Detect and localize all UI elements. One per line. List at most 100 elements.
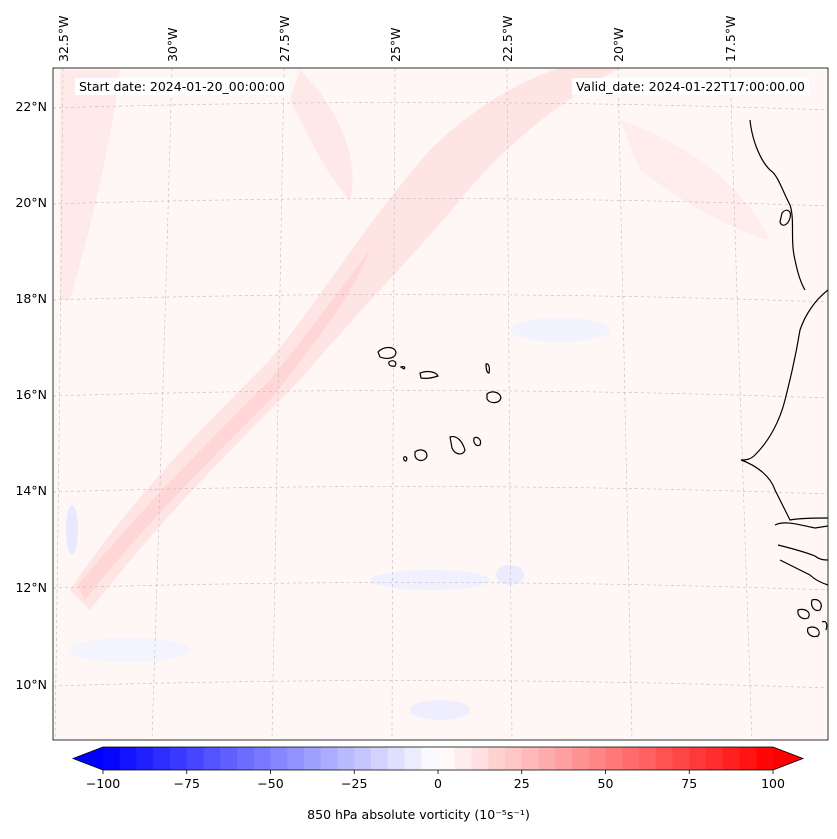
vorticity-patch-east xyxy=(620,120,770,240)
island-brava xyxy=(403,456,408,462)
lat-label-20n: 20°N xyxy=(15,195,47,210)
vorticity-patch-north xyxy=(290,70,353,200)
island-santiago xyxy=(449,435,466,455)
valid-date-label: Valid_date: 2024-01-22T17:00:00.00 xyxy=(571,78,809,95)
longitude-labels: 32.5°W 30°W 27.5°W 25°W 22.5°W 20°W 17.5… xyxy=(56,16,738,62)
meridian-30w xyxy=(151,68,173,740)
meridian-17-5w xyxy=(729,68,753,740)
island-boa-vista xyxy=(486,391,502,404)
colorbar-segment xyxy=(521,747,539,770)
bijagos-island-4 xyxy=(821,620,828,631)
colorbar-segment xyxy=(304,747,322,770)
colorbar-segment xyxy=(672,747,690,770)
colorbar xyxy=(71,746,805,771)
vorticity-band-outer xyxy=(70,68,620,610)
parallel-16n xyxy=(53,390,828,399)
cape-verde-islands xyxy=(377,346,502,462)
colorbar-extend-max xyxy=(773,747,803,770)
colorbar-segment xyxy=(739,747,757,770)
negative-patch-5 xyxy=(70,638,190,662)
negative-patch-1 xyxy=(510,318,610,342)
colorbar-segment xyxy=(588,747,606,770)
meridian-20w xyxy=(617,68,633,740)
parallel-10n xyxy=(53,680,828,689)
banc-arguin-islands xyxy=(779,209,791,226)
colorbar-tick-label: 50 xyxy=(598,776,614,791)
parallel-14n xyxy=(53,486,828,495)
colorbar-segment xyxy=(354,747,372,770)
island-maio xyxy=(473,436,482,447)
lat-label-14n: 14°N xyxy=(15,483,47,498)
lat-label-12n: 12°N xyxy=(15,580,47,595)
negative-patch-3 xyxy=(496,565,524,585)
parallel-20n xyxy=(53,198,828,207)
negative-patch-2 xyxy=(370,570,490,590)
colorbar-tick-label: 75 xyxy=(681,776,697,791)
parallel-22n xyxy=(53,102,828,111)
mauritania-coast xyxy=(749,119,806,291)
colorbar-segment xyxy=(404,747,422,770)
island-sao-nicolau xyxy=(419,370,439,379)
lon-label-30w: 30°W xyxy=(165,27,180,62)
colorbar-segment xyxy=(220,747,238,770)
colorbar-segment xyxy=(237,747,255,770)
colorbar-segment xyxy=(488,747,506,770)
colorbar-tick-label: −100 xyxy=(86,776,120,791)
lat-label-18n: 18°N xyxy=(15,291,47,306)
colorbar-tick-label: 25 xyxy=(514,776,530,791)
colorbar-segment xyxy=(655,747,673,770)
colorbar-segment xyxy=(203,747,221,770)
island-santo-antao xyxy=(377,346,397,359)
colorbar-segment xyxy=(170,747,188,770)
graticule xyxy=(53,68,828,740)
map-frame xyxy=(52,67,829,741)
colorbar-segment xyxy=(119,747,137,770)
colorbar-segment xyxy=(153,747,171,770)
colorbar-ticks: −100 −75 −50 −25 0 25 50 75 100 xyxy=(86,770,785,791)
parallel-18n xyxy=(53,294,828,303)
meridian-25w xyxy=(391,68,396,740)
vorticity-band-inner xyxy=(78,250,370,600)
lon-label-17-5w: 17.5°W xyxy=(723,16,738,62)
meridian-27-5w xyxy=(271,68,285,740)
vorticity-field xyxy=(53,68,828,740)
colorbar-segment xyxy=(722,747,740,770)
meridian-22-5w xyxy=(506,68,513,740)
lon-label-27-5w: 27.5°W xyxy=(277,16,292,62)
colorbar-segment xyxy=(371,747,389,770)
bijagos-island-3 xyxy=(807,626,820,638)
colorbar-segment xyxy=(320,747,338,770)
start-date-label: Start date: 2024-01-20_00:00:00 xyxy=(75,78,289,95)
island-santa-luzia xyxy=(399,366,406,370)
colorbar-tick-label: −50 xyxy=(257,776,283,791)
lon-label-32-5w: 32.5°W xyxy=(56,16,71,62)
meridian-32-5w xyxy=(54,68,64,740)
colorbar-tick-label: 0 xyxy=(434,776,442,791)
colorbar-tick-label: 100 xyxy=(761,776,785,791)
lon-label-20w: 20°W xyxy=(611,27,626,62)
guinea-bissau-coast xyxy=(777,544,828,561)
colorbar-segment xyxy=(622,747,640,770)
lon-label-22-5w: 22.5°W xyxy=(500,16,515,62)
colorbar-segment xyxy=(136,747,154,770)
colorbar-segment xyxy=(538,747,556,770)
parallel-12n xyxy=(53,582,828,591)
bijagos-island-1 xyxy=(797,608,810,620)
guinea-coast xyxy=(779,559,828,586)
colorbar-segment xyxy=(505,747,523,770)
colorbar-segment xyxy=(555,747,573,770)
colorbar-segment xyxy=(471,747,489,770)
vorticity-patch-west xyxy=(60,70,120,300)
colorbar-segment xyxy=(706,747,724,770)
latitude-labels: 22°N 20°N 18°N 16°N 14°N 12°N 10°N xyxy=(15,99,47,692)
lat-label-22n: 22°N xyxy=(15,99,47,114)
colorbar-segment xyxy=(689,747,707,770)
coastlines xyxy=(740,119,828,638)
lat-label-16n: 16°N xyxy=(15,387,47,402)
colorbar-segment xyxy=(572,747,590,770)
colorbar-extend-min xyxy=(73,747,103,770)
negative-patch-4 xyxy=(410,700,470,720)
island-sao-vicente xyxy=(388,360,397,367)
colorbar-segment xyxy=(287,747,305,770)
lat-label-10n: 10°N xyxy=(15,677,47,692)
